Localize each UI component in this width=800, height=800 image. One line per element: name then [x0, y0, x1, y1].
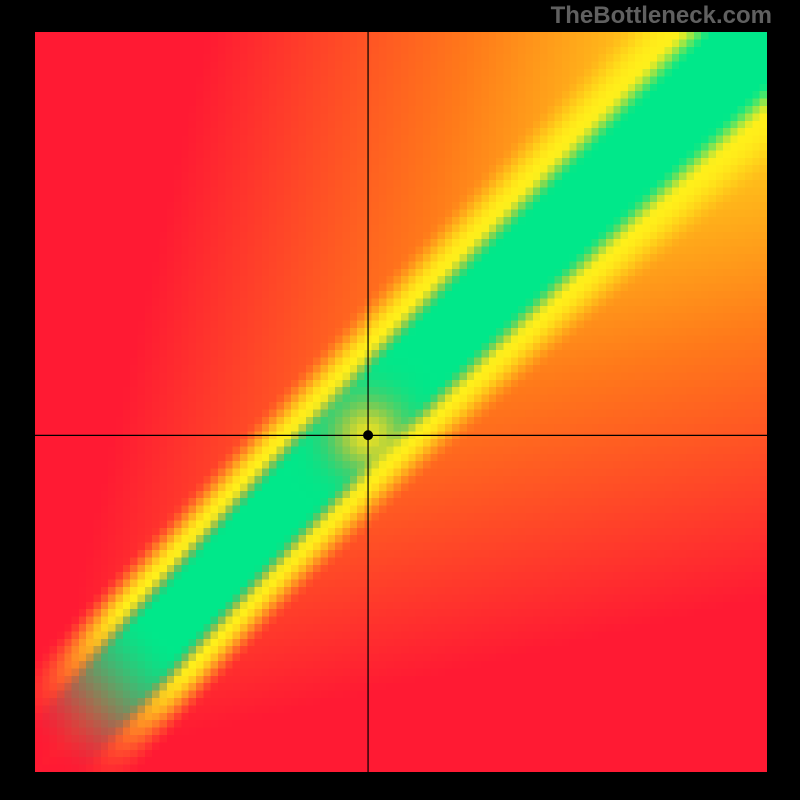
crosshair-overlay — [35, 32, 767, 772]
chart-frame: TheBottleneck.com — [0, 0, 800, 800]
watermark-text: TheBottleneck.com — [551, 2, 772, 30]
plot-area — [35, 32, 767, 772]
